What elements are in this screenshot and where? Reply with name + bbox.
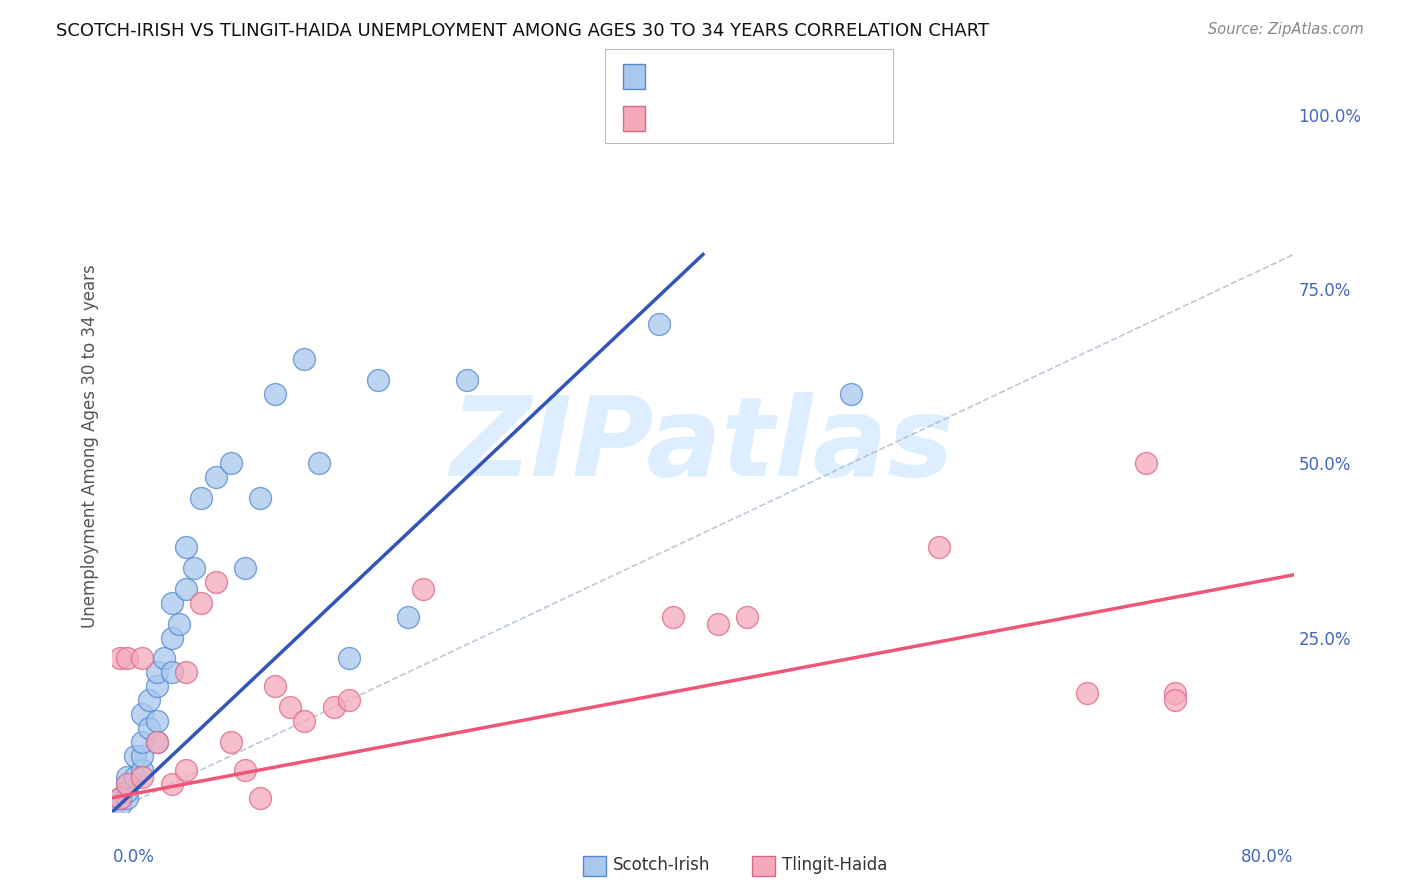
Point — [131, 763, 153, 777]
Text: Scotch-Irish: Scotch-Irish — [613, 856, 710, 874]
Point — [456, 373, 478, 387]
Point — [108, 790, 131, 805]
Point — [183, 561, 205, 575]
Text: Tlingit-Haida: Tlingit-Haida — [782, 856, 887, 874]
Point — [337, 651, 360, 665]
Point — [117, 784, 138, 798]
Point — [160, 596, 183, 610]
Point — [308, 457, 330, 471]
Point — [124, 749, 146, 764]
Point — [292, 714, 315, 728]
Point — [146, 665, 169, 680]
Point — [249, 491, 271, 506]
Point — [146, 679, 169, 693]
Point — [124, 770, 146, 784]
Point — [219, 457, 242, 471]
Point — [108, 797, 131, 812]
Point — [108, 790, 131, 805]
Point — [108, 651, 131, 665]
Point — [278, 700, 301, 714]
Y-axis label: Unemployment Among Ages 30 to 34 years: Unemployment Among Ages 30 to 34 years — [80, 264, 98, 628]
Point — [233, 561, 256, 575]
Point — [131, 735, 153, 749]
Point — [647, 317, 671, 331]
Point — [174, 763, 197, 777]
Point — [292, 351, 315, 366]
Point — [117, 651, 138, 665]
Point — [153, 651, 176, 665]
Text: 80.0%: 80.0% — [1241, 848, 1294, 866]
Point — [1135, 457, 1157, 471]
Point — [131, 707, 153, 722]
Point — [219, 735, 242, 749]
Point — [146, 735, 169, 749]
Text: SCOTCH-IRISH VS TLINGIT-HAIDA UNEMPLOYMENT AMONG AGES 30 TO 34 YEARS CORRELATION: SCOTCH-IRISH VS TLINGIT-HAIDA UNEMPLOYME… — [56, 22, 990, 40]
Point — [928, 540, 950, 554]
Point — [205, 470, 228, 484]
Text: Source: ZipAtlas.com: Source: ZipAtlas.com — [1208, 22, 1364, 37]
Point — [323, 700, 346, 714]
Point — [117, 777, 138, 791]
Point — [249, 790, 271, 805]
Point — [174, 540, 197, 554]
Point — [1164, 686, 1187, 700]
Point — [138, 693, 160, 707]
Point — [1164, 693, 1187, 707]
Point — [411, 582, 433, 596]
Point — [117, 770, 138, 784]
Point — [160, 665, 183, 680]
Point — [706, 616, 728, 631]
Point — [131, 749, 153, 764]
Point — [167, 616, 190, 631]
Point — [146, 735, 169, 749]
Point — [101, 805, 124, 819]
Point — [117, 777, 138, 791]
Point — [337, 693, 360, 707]
Point — [839, 386, 862, 401]
Point — [146, 714, 169, 728]
Text: 0.0%: 0.0% — [112, 848, 155, 866]
Point — [264, 386, 287, 401]
Point — [367, 373, 389, 387]
Point — [205, 574, 228, 589]
Point — [174, 582, 197, 596]
Point — [1076, 686, 1098, 700]
Point — [190, 596, 212, 610]
Point — [233, 763, 256, 777]
Point — [160, 631, 183, 645]
Point — [396, 609, 419, 624]
Text: R = 0.598    N = 41: R = 0.598 N = 41 — [654, 69, 830, 87]
Point — [160, 777, 183, 791]
Point — [138, 721, 160, 735]
Point — [117, 790, 138, 805]
Point — [264, 679, 287, 693]
Point — [737, 609, 759, 624]
Point — [131, 770, 153, 784]
Point — [190, 491, 212, 506]
Point — [131, 651, 153, 665]
Text: R = 0.435    N = 29: R = 0.435 N = 29 — [654, 111, 831, 128]
Point — [174, 665, 197, 680]
Text: ZIPatlas: ZIPatlas — [451, 392, 955, 500]
Point — [662, 609, 685, 624]
